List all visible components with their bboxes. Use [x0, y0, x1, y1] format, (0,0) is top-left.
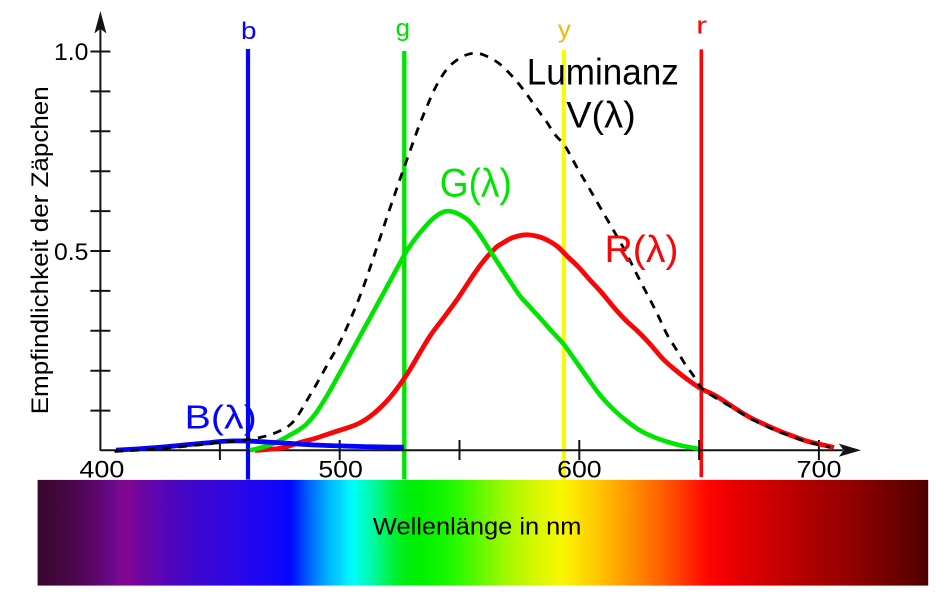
svg-text:B(λ): B(λ): [185, 399, 257, 436]
svg-text:V(λ): V(λ): [566, 95, 636, 136]
svg-text:R(λ): R(λ): [605, 229, 679, 271]
svg-text:Luminanz: Luminanz: [527, 52, 679, 93]
svg-text:Empfindlichkeit der Zäpchen: Empfindlichkeit der Zäpchen: [27, 86, 54, 414]
svg-text:700: 700: [797, 456, 842, 483]
svg-text:b: b: [241, 18, 257, 45]
svg-text:g: g: [396, 15, 410, 42]
svg-text:y: y: [558, 16, 571, 43]
svg-text:400: 400: [79, 456, 124, 483]
svg-text:1.0: 1.0: [54, 39, 88, 66]
svg-text:600: 600: [557, 456, 602, 483]
svg-text:0.5: 0.5: [54, 239, 88, 266]
svg-text:500: 500: [318, 456, 363, 483]
svg-text:Wellenlänge in nm: Wellenlänge in nm: [373, 513, 582, 540]
svg-text:r: r: [696, 13, 707, 40]
svg-text:G(λ): G(λ): [440, 162, 512, 206]
